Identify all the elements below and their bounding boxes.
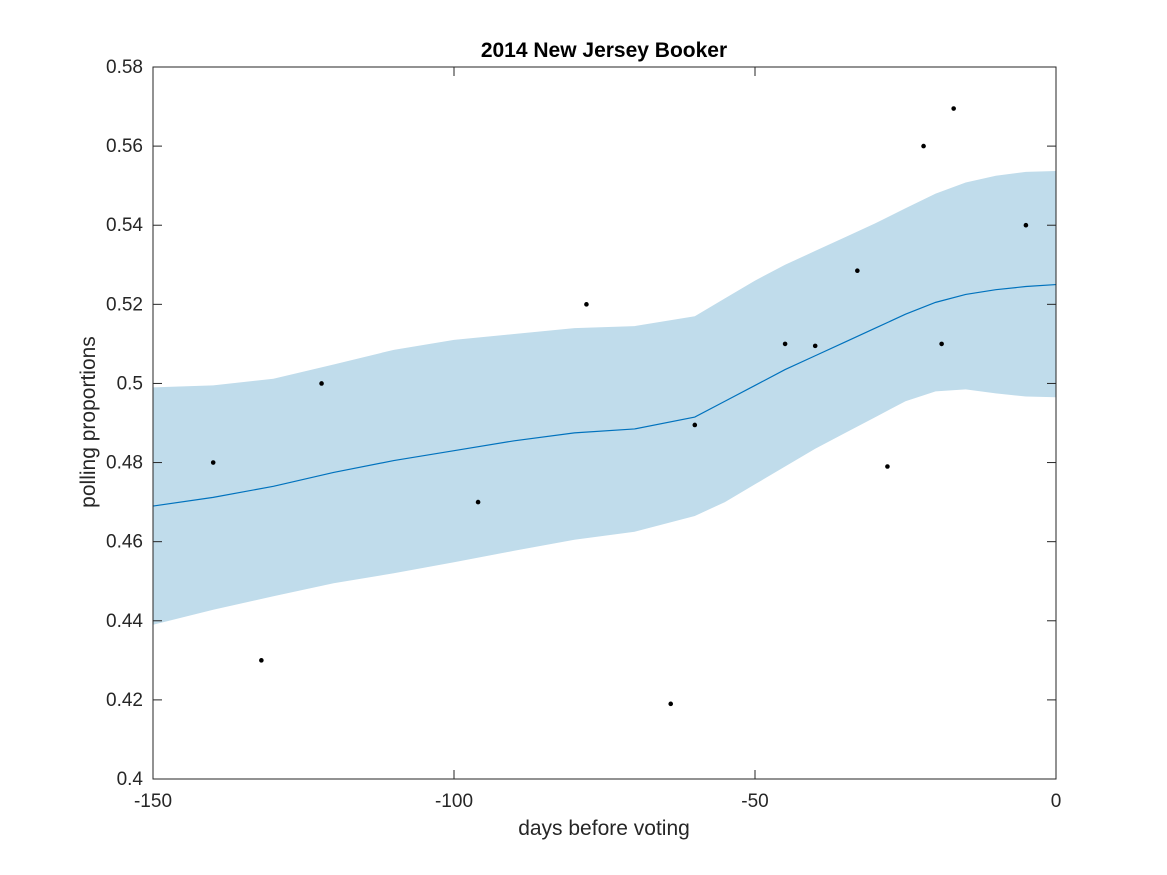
x-tick-label: -150 (134, 791, 172, 812)
x-tick-label: -50 (741, 791, 768, 812)
y-tick-label: 0.44 (106, 611, 143, 632)
y-tick-label: 0.4 (117, 769, 144, 790)
fit-line (152, 283, 1057, 507)
y-tick-label: 0.42 (106, 690, 143, 711)
y-tick-label: 0.46 (106, 532, 143, 553)
y-tick-label: 0.52 (106, 294, 143, 315)
data-point (319, 381, 324, 386)
y-tick-label: 0.54 (106, 215, 143, 236)
confidence-band (153, 171, 1056, 625)
y-axis-ticks: 0.4 0.42 0.44 0.46 0.48 0.5 0.52 0.54 0.56 0.58 (106, 57, 1056, 790)
x-axis-ticks: -150 -100 -50 0 (134, 67, 1061, 812)
data-point (668, 701, 674, 707)
x-tick-label: 0 (1051, 791, 1062, 812)
data-point (692, 422, 698, 428)
y-tick-label: 0.56 (106, 136, 143, 157)
data-points (210, 106, 1029, 707)
data-point (885, 464, 890, 469)
x-axis-label: days before voting (518, 817, 690, 840)
axes: -150 -100 -50 0 0.40.420.440.460.480.50.520… (106, 57, 1061, 812)
plot-area (152, 106, 1057, 707)
data-point (939, 341, 944, 347)
y-tick-label: 0.58 (106, 57, 143, 78)
axes-box (152, 66, 1057, 780)
data-point (921, 143, 926, 149)
chart-title: 2014 New Jersey Booker (481, 39, 727, 62)
data-point (855, 268, 860, 274)
y-tick-label: 0.5 (117, 373, 143, 394)
y-axis-label: polling proportions (77, 336, 100, 508)
data-point (210, 460, 216, 465)
data-point (475, 499, 481, 505)
data-point (584, 302, 589, 307)
x-tick-label: -100 (435, 791, 473, 812)
data-point (259, 658, 264, 663)
y-tick-label: 0.48 (106, 453, 143, 474)
data-point (1023, 222, 1029, 228)
data-point (951, 106, 956, 111)
data-point (812, 343, 818, 349)
data-point (782, 341, 788, 347)
